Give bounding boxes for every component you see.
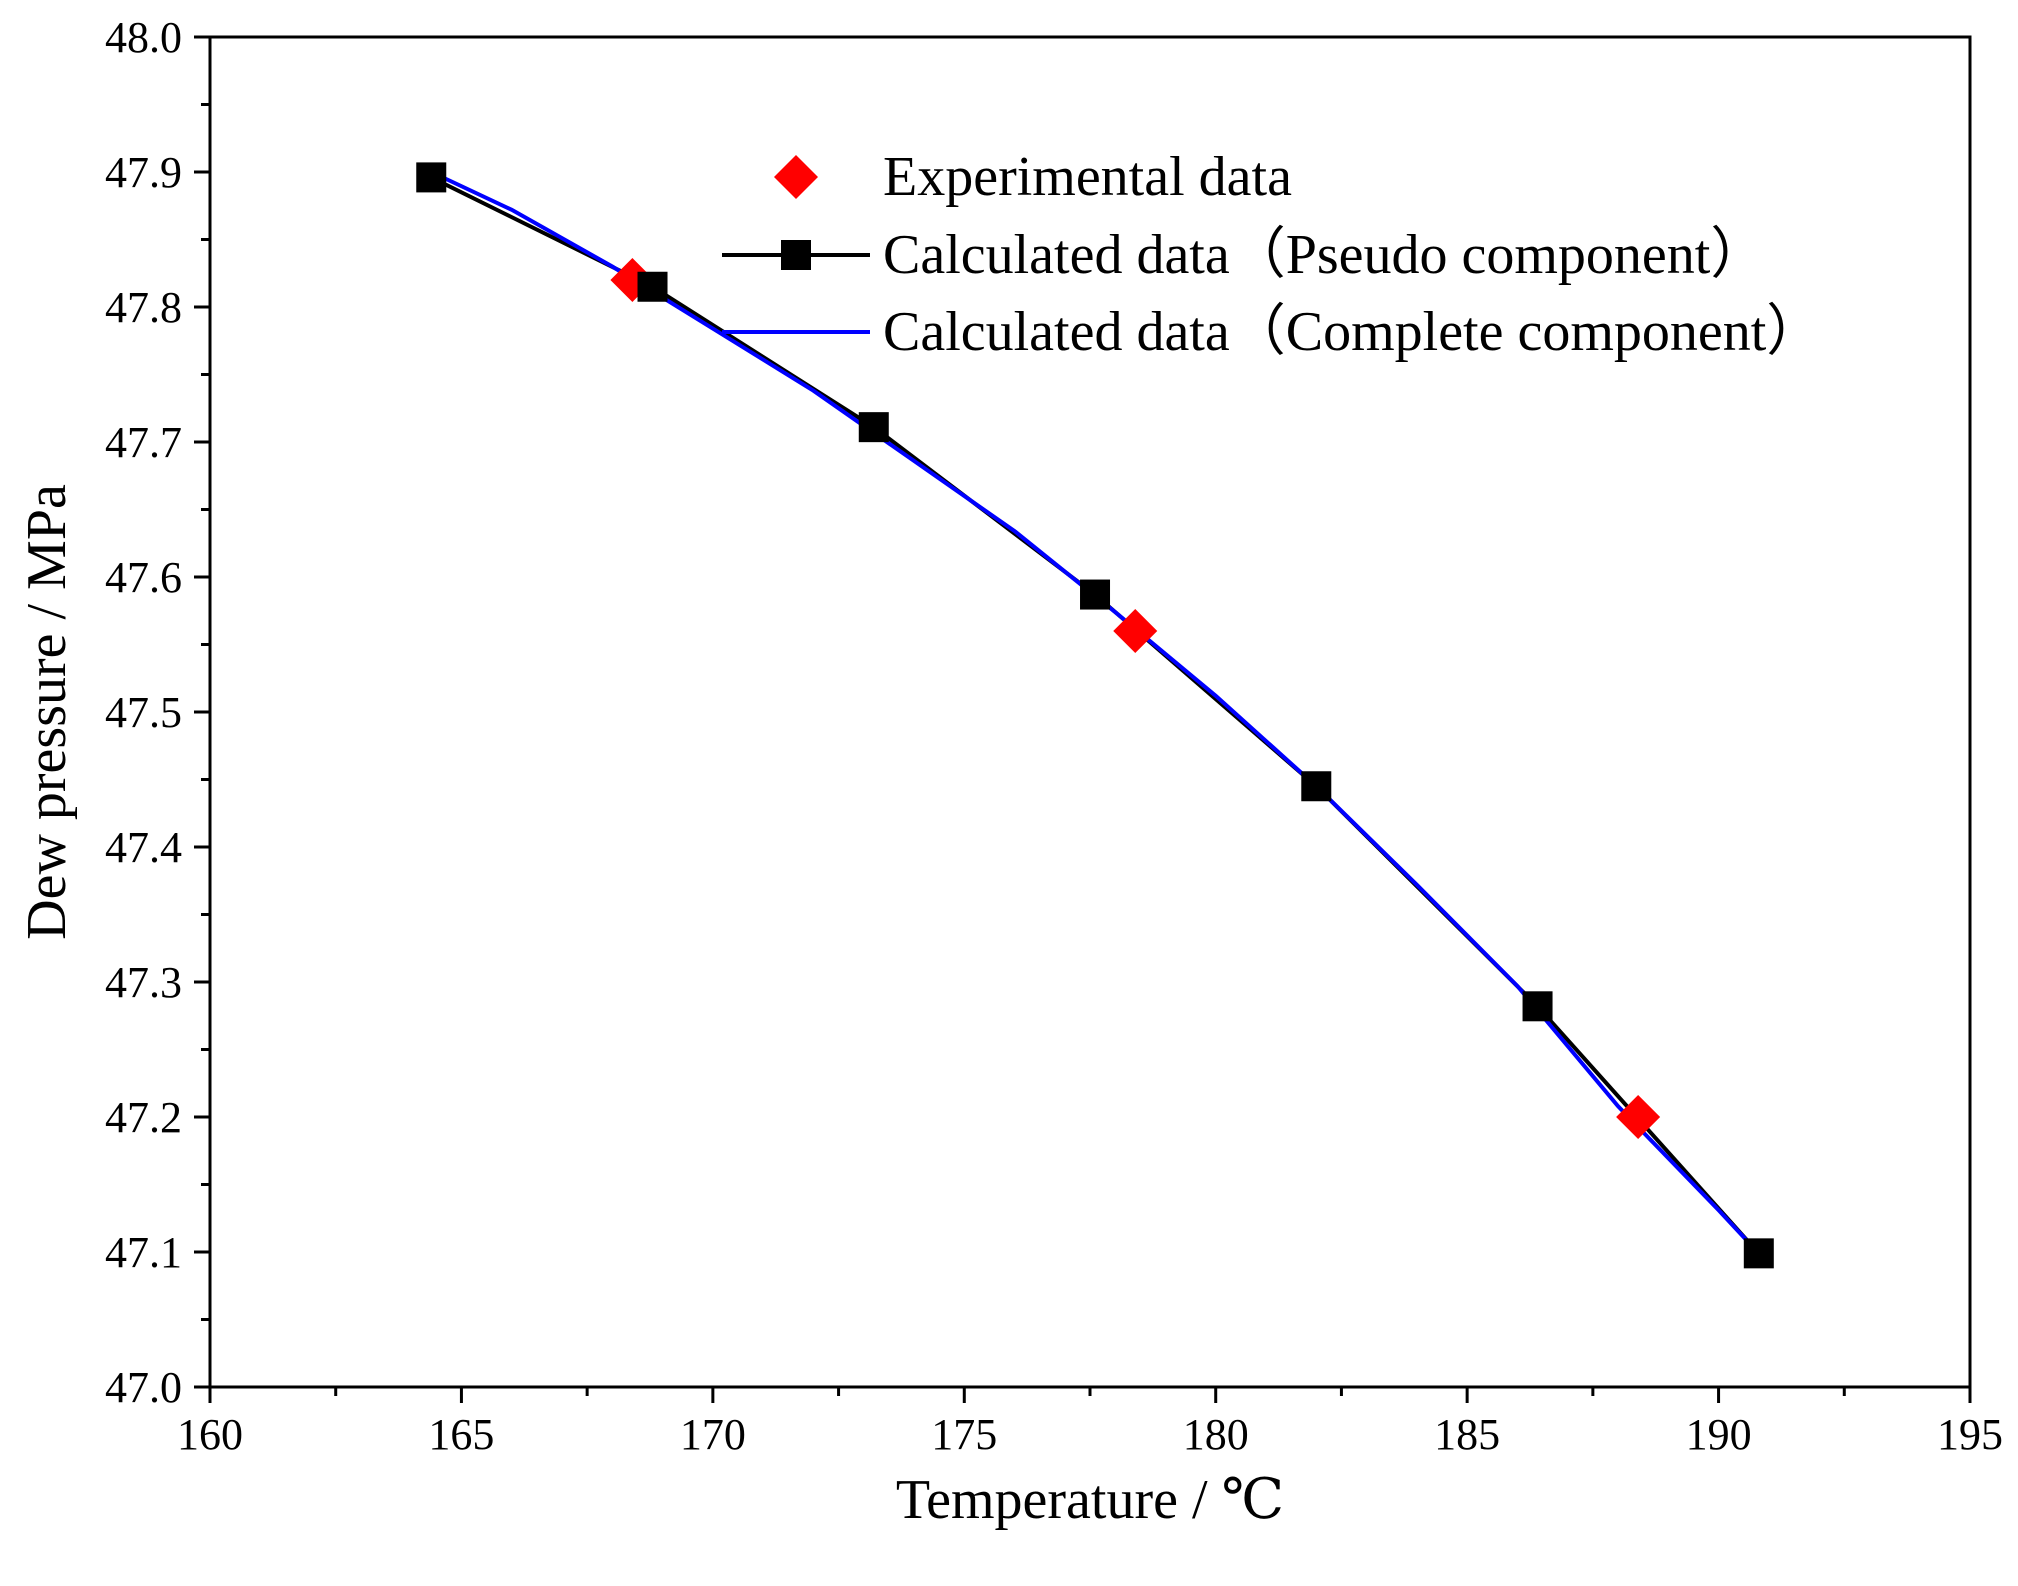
- x-tick-label: 160: [177, 1410, 243, 1459]
- pseudo-component-point: [1522, 991, 1553, 1022]
- experimental-point: [1113, 609, 1158, 653]
- pseudo-component-point: [858, 412, 889, 443]
- legend-marker-experimental: [774, 155, 818, 199]
- y-axis-title: Dew pressure / MPa: [16, 484, 78, 940]
- legend-label-experimental: Experimental data: [883, 146, 1292, 208]
- y-tick-label: 47.4: [105, 823, 182, 872]
- y-tick-label: 47.6: [105, 553, 182, 602]
- x-tick-label: 175: [931, 1410, 997, 1459]
- pseudo-component-point: [416, 162, 447, 193]
- pseudo-component-point: [637, 271, 668, 302]
- y-tick-label: 47.5: [105, 688, 182, 737]
- legend-marker-pseudo: [781, 240, 811, 270]
- y-tick-label: 47.3: [105, 958, 182, 1007]
- y-tick-label: 47.7: [105, 418, 182, 467]
- x-tick-label: 185: [1434, 1410, 1500, 1459]
- legend-label-complete: Calculated data（Complete component）: [883, 301, 1822, 363]
- x-tick-label: 190: [1686, 1410, 1752, 1459]
- x-tick-label: 170: [680, 1410, 746, 1459]
- legend-label-pseudo: Calculated data（Pseudo component）: [883, 224, 1766, 286]
- pseudo-component-point: [1080, 579, 1111, 610]
- y-tick-label: 48.0: [105, 13, 182, 62]
- y-tick-label: 47.2: [105, 1093, 182, 1142]
- x-tick-label: 195: [1937, 1410, 2003, 1459]
- y-tick-label: 47.8: [105, 283, 182, 332]
- experimental-point: [1616, 1095, 1661, 1139]
- pseudo-component-point: [1301, 771, 1332, 802]
- pseudo-component-point: [1743, 1238, 1774, 1269]
- x-tick-label: 180: [1183, 1410, 1249, 1459]
- y-tick-label: 47.9: [105, 148, 182, 197]
- y-tick-label: 47.0: [105, 1363, 182, 1412]
- y-tick-label: 47.1: [105, 1228, 182, 1277]
- x-tick-label: 165: [428, 1410, 494, 1459]
- x-axis-title: Temperature / ℃: [896, 1469, 1284, 1531]
